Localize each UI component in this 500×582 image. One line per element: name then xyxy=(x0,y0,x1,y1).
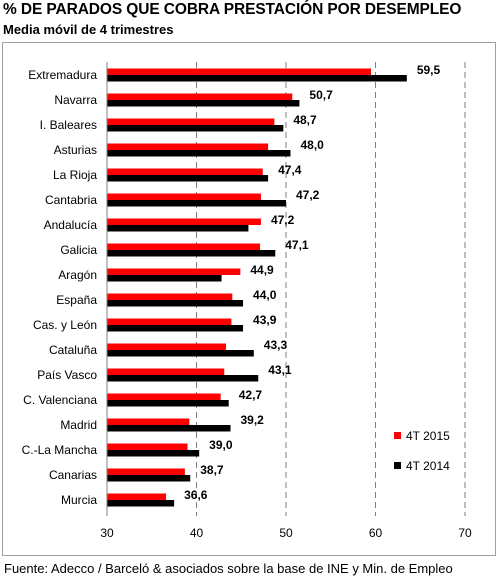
bar-2014 xyxy=(107,225,249,232)
bar-2015 xyxy=(107,343,227,350)
bar-2015 xyxy=(107,218,261,225)
data-label: 44,9 xyxy=(250,263,274,277)
bar-2014 xyxy=(107,500,175,507)
category-label: Navarra xyxy=(54,93,97,107)
bar-2014 xyxy=(107,450,200,457)
bar-2015 xyxy=(107,168,263,175)
data-label: 47,4 xyxy=(278,163,302,177)
data-label: 39,2 xyxy=(241,413,265,427)
source-note: Fuente: Adecco / Barceló & asociados sob… xyxy=(4,561,453,576)
data-label: 47,2 xyxy=(271,213,295,227)
chart-frame xyxy=(2,42,496,556)
bar-2014 xyxy=(107,375,259,382)
bar-2015 xyxy=(107,443,188,450)
bar-2015 xyxy=(107,368,225,375)
legend: 4T 2015 4T 2014 xyxy=(394,429,450,473)
bars xyxy=(107,68,407,507)
category-label: Murcia xyxy=(61,493,97,507)
x-tick-label: 30 xyxy=(100,526,114,540)
legend-swatch xyxy=(394,432,401,439)
bar-2015 xyxy=(107,68,372,75)
bar-2014 xyxy=(107,475,191,482)
bar-2014 xyxy=(107,325,244,332)
bar-2014 xyxy=(107,75,407,82)
bar-2015 xyxy=(107,418,190,425)
data-label: 38,7 xyxy=(200,463,224,477)
bar-2014 xyxy=(107,250,276,257)
bar-2015 xyxy=(107,93,293,100)
data-labels: 59,5 50,7 48,7 48,0 47,4 47,247,2 47,1 44,9 44,0… xyxy=(184,63,440,502)
bar-2015 xyxy=(107,243,261,250)
category-label: Extremadura xyxy=(28,68,97,82)
bar-2014 xyxy=(107,275,222,282)
bar-2014 xyxy=(107,125,284,132)
x-tick-label: 60 xyxy=(369,526,383,540)
bar-2014 xyxy=(107,350,254,357)
bar-2015 xyxy=(107,493,167,500)
x-tick-label: 40 xyxy=(190,526,204,540)
data-label: 47,1 xyxy=(285,238,309,252)
category-label: Asturias xyxy=(54,143,97,157)
bar-2015 xyxy=(107,468,185,475)
bar-2015 xyxy=(107,393,221,400)
data-label: 59,5 xyxy=(417,63,441,77)
data-label: 42,7 xyxy=(239,388,263,402)
legend-swatch xyxy=(394,462,401,469)
category-label: Cataluña xyxy=(49,343,97,357)
data-label: 50,7 xyxy=(309,88,333,102)
category-label: C.-La Mancha xyxy=(22,443,98,457)
category-label: Galicia xyxy=(60,243,97,257)
category-label: La Rioja xyxy=(53,168,97,182)
page-title: % DE PARADOS QUE COBRA PRESTACIÓN POR DE… xyxy=(3,1,462,18)
bar-2014 xyxy=(107,425,231,432)
gridlines xyxy=(196,62,466,516)
bar-2015 xyxy=(107,318,232,325)
bar-2015 xyxy=(107,268,241,275)
bar-2014 xyxy=(107,200,286,207)
category-label: Aragón xyxy=(58,268,97,282)
bar-2014 xyxy=(107,150,291,157)
category-label: Cas. y León xyxy=(33,318,97,332)
category-label: Andalucía xyxy=(44,218,98,232)
data-label: 44,0 xyxy=(253,288,277,302)
category-label: Canarias xyxy=(49,468,97,482)
category-label: España xyxy=(56,293,97,307)
data-label: 48,7 xyxy=(293,113,317,127)
category-label: I. Baleares xyxy=(40,118,97,132)
category-labels: Extremadura Navarra I. Baleares Asturias La … xyxy=(22,68,98,507)
data-label: 43,1 xyxy=(268,363,292,377)
data-label: 39,0 xyxy=(209,438,233,452)
x-tick-label: 70 xyxy=(458,526,472,540)
legend-label: 4T 2014 xyxy=(406,459,450,473)
axes: 30 40 50 60 70 xyxy=(100,62,472,540)
bar-2015 xyxy=(107,143,269,150)
data-label: 48,0 xyxy=(300,138,324,152)
bar-2015 xyxy=(107,118,275,125)
bar-2015 xyxy=(107,193,261,200)
category-label: Madrid xyxy=(60,418,97,432)
data-label: 43,9 xyxy=(253,313,277,327)
bar-2014 xyxy=(107,400,229,407)
bar-2014 xyxy=(107,175,269,182)
page-subtitle: Media móvil de 4 trimestres xyxy=(3,22,174,37)
category-label: Cantabria xyxy=(45,193,97,207)
category-label: C. Valenciana xyxy=(23,393,97,407)
category-label: País Vasco xyxy=(37,368,97,382)
x-tick-label: 50 xyxy=(279,526,293,540)
bar-2014 xyxy=(107,300,244,307)
data-label: 47,2 xyxy=(296,188,320,202)
bar-2015 xyxy=(107,293,233,300)
legend-label: 4T 2015 xyxy=(406,429,450,443)
data-label: 43,3 xyxy=(264,338,288,352)
bar-2014 xyxy=(107,100,300,107)
data-label: 36,6 xyxy=(184,488,208,502)
